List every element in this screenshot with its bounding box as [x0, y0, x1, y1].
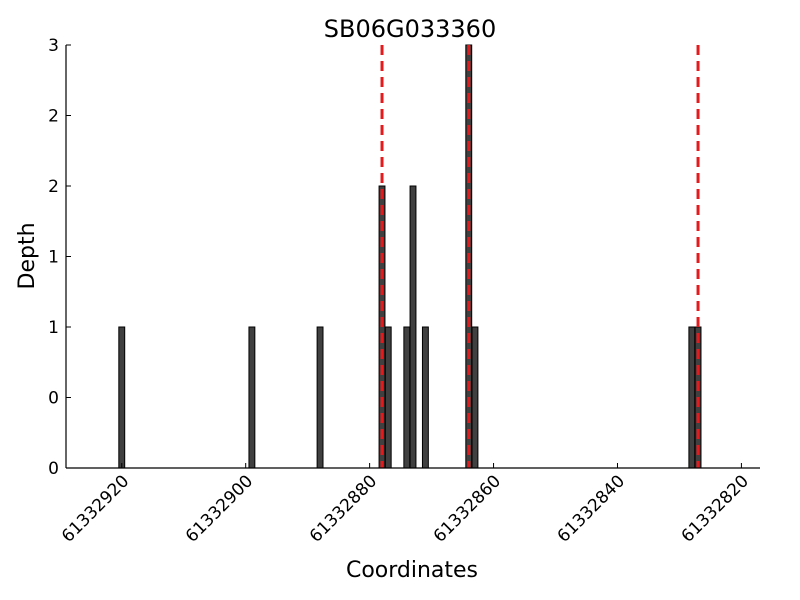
reference-line-group — [380, 45, 700, 468]
y-tick-label: 1 — [48, 248, 59, 268]
bar-group — [118, 44, 702, 469]
y-tick-label: 1 — [48, 318, 59, 338]
bar-8 — [421, 326, 429, 469]
x-tick-label: 61332820 — [678, 471, 753, 546]
x-axis-ticks: 61332920 61332900 61332880 61332860 61332840… — [58, 463, 753, 547]
y-tick-label: 0 — [48, 389, 59, 409]
y-tick-label: 3 — [48, 36, 59, 56]
x-tick-label: 61332900 — [182, 471, 257, 546]
x-tick-label: 61332920 — [58, 471, 133, 546]
y-tick-label: 2 — [48, 177, 59, 197]
bar-1 — [118, 326, 126, 469]
bar-10 — [471, 326, 479, 469]
x-axis-label: Coordinates — [346, 558, 478, 583]
bar-6 — [403, 326, 411, 469]
bar-5 — [384, 326, 392, 469]
bar-11 — [688, 326, 696, 469]
chart-title: SB06G033360 — [324, 15, 496, 43]
x-tick-label: 61332860 — [430, 471, 505, 546]
y-axis-label: Depth — [15, 222, 40, 289]
bar-3 — [316, 326, 324, 469]
x-tick-label: 61332840 — [554, 471, 629, 546]
bar-7 — [409, 185, 417, 469]
bar-2 — [248, 326, 256, 469]
x-tick-label: 61332880 — [306, 471, 381, 546]
y-axis-ticks: 0 0 1 1 2 2 3 — [48, 36, 71, 479]
y-tick-label: 2 — [48, 107, 59, 127]
y-tick-label: 0 — [48, 459, 59, 479]
